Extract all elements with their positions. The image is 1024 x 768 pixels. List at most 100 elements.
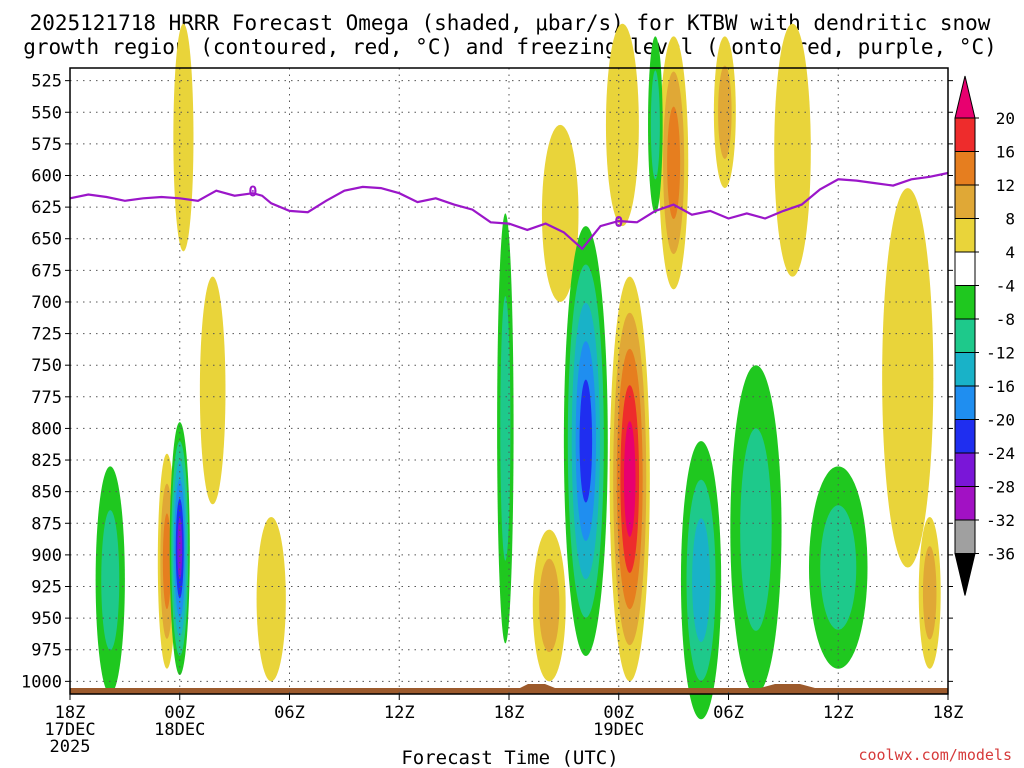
y-tick-label: 575	[31, 135, 62, 155]
x-tick-label: 17DEC	[44, 720, 95, 740]
omega-feature	[648, 36, 663, 214]
omega-contour-fill	[692, 518, 711, 643]
colorbar-tick-label: -20	[986, 411, 1015, 430]
colorbar-tick-label: 20	[996, 109, 1015, 128]
omega-contour-fill	[774, 23, 811, 277]
omega-feature	[808, 466, 868, 669]
omega-feature	[713, 36, 736, 189]
y-tick-label: 900	[31, 546, 62, 566]
y-tick-label: 550	[31, 103, 62, 123]
colorbar-tick-label: -36	[986, 545, 1015, 564]
freezing-level-contour: 00	[69, 171, 949, 251]
colorbar-tick-label: 12	[996, 176, 1015, 195]
omega-contour-fill	[101, 510, 120, 651]
y-tick-label: 825	[31, 451, 62, 471]
terrain-fill	[70, 684, 948, 694]
chart-title-line-1: 2025121718 HRRR Forecast Omega (shaded, …	[30, 11, 991, 35]
omega-contour-fill	[820, 505, 857, 630]
y-tick-label: 1000	[21, 672, 62, 692]
terrain-surface	[70, 684, 948, 694]
omega-feature	[256, 516, 286, 682]
y-tick-label: 600	[31, 166, 62, 186]
colorbar-tick-label: -4	[996, 277, 1015, 296]
omega-contour-fill	[740, 428, 772, 631]
y-tick-label: 700	[31, 293, 62, 313]
omega-feature	[609, 276, 650, 682]
omega-contour-fill	[667, 106, 681, 220]
freezing-level-line	[69, 171, 949, 251]
omega-contour-fill	[539, 558, 560, 653]
colorbar-tick-label: 16	[996, 143, 1015, 162]
colorbar-tick-label: 4	[1005, 243, 1015, 262]
x-tick-label: 00Z	[164, 703, 195, 723]
x-tick-label: 06Z	[274, 703, 305, 723]
omega-feature	[199, 276, 226, 505]
y-tick-label: 625	[31, 198, 62, 218]
y-tick-label: 725	[31, 325, 62, 345]
x-tick-label: 18Z	[933, 703, 964, 723]
colorbar-segment	[954, 385, 976, 420]
colorbar-segment	[954, 452, 976, 487]
omega-contour-fill	[541, 124, 579, 302]
colorbar-segment	[954, 352, 976, 387]
omega-contour-fill	[177, 517, 183, 580]
omega-contour-fill	[650, 70, 660, 180]
colorbar-tick-label: -24	[986, 444, 1015, 463]
omega-feature	[774, 23, 811, 277]
colorbar-segment	[954, 419, 976, 454]
colorbar-segment	[954, 184, 976, 219]
y-tick-label: 675	[31, 261, 62, 281]
colorbar-segment	[954, 519, 976, 554]
y-axis-ticks: 525 550 575 600 625 650 675 700 725 750 775 800 825 8…	[21, 72, 953, 692]
x-tick-label: 18DEC	[154, 720, 205, 740]
colorbar: 20 16 12 8 4 -4 -8 -12 -16 -20 -24 -28 -32 -36	[954, 75, 1015, 596]
colorbar-segment	[954, 285, 976, 320]
omega-contour-fill	[256, 516, 286, 682]
omega-shading	[95, 23, 941, 720]
freezing-level-label: 0	[614, 213, 623, 231]
colorbar-tick-label: -32	[986, 511, 1015, 530]
omega-contour-fill	[500, 296, 511, 561]
colorbar-segment	[954, 486, 976, 521]
omega-feature	[563, 226, 608, 657]
omega-feature	[658, 36, 689, 290]
x-tick-label: 19DEC	[593, 720, 644, 740]
omega-feature	[605, 23, 639, 227]
omega-contour-fill	[173, 23, 194, 252]
y-tick-label: 975	[31, 641, 62, 661]
omega-feature	[497, 213, 514, 644]
x-tick-label: 18Z	[494, 703, 525, 723]
y-tick-label: 850	[31, 483, 62, 503]
omega-feature	[918, 516, 941, 669]
omega-feature	[882, 188, 934, 568]
colorbar-segment	[954, 151, 976, 186]
omega-feature	[169, 422, 190, 676]
chart-title-line-2: growth region (contoured, red, °C) and f…	[23, 35, 997, 59]
y-tick-label: 950	[31, 609, 62, 629]
omega-contour-fill	[882, 188, 934, 568]
omega-feature	[680, 441, 722, 720]
colorbar-tick-label: -12	[986, 344, 1015, 363]
omega-feature	[730, 365, 782, 694]
colorbar-tick-label: -16	[986, 377, 1015, 396]
x-axis-label: Forecast Time (UTC)	[401, 747, 618, 768]
omega-feature	[95, 466, 125, 694]
x-tick-label: 18Z	[55, 703, 86, 723]
y-tick-label: 800	[31, 419, 62, 439]
colorbar-top-arrow	[954, 75, 976, 119]
colorbar-segment	[954, 218, 976, 253]
colorbar-tick-label: 8	[1005, 210, 1015, 229]
omega-feature	[173, 23, 194, 252]
colorbar-tick-label: -28	[986, 478, 1015, 497]
y-tick-label: 925	[31, 578, 62, 598]
omega-contour-fill	[605, 23, 639, 227]
x-tick-label: 00Z	[603, 703, 634, 723]
colorbar-segment	[954, 251, 976, 286]
omega-contour-fill	[579, 379, 593, 503]
y-tick-label: 750	[31, 356, 62, 376]
credit-text: coolwx.com/models	[858, 746, 1012, 764]
y-tick-label: 650	[31, 230, 62, 250]
omega-contour-fill	[623, 421, 636, 537]
